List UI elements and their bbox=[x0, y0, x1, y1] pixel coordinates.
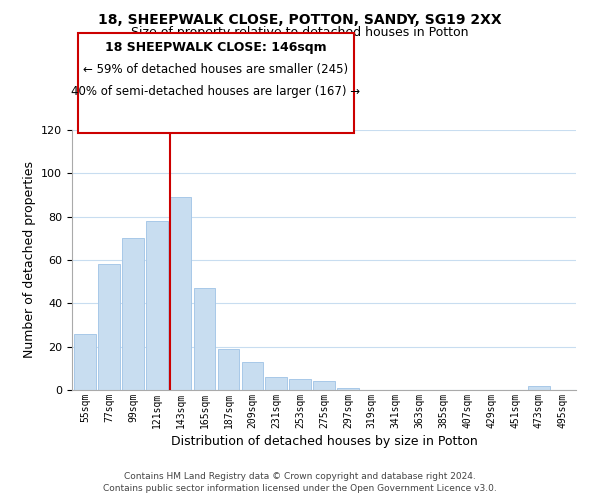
Bar bbox=[74, 334, 96, 390]
Text: 18 SHEEPWALK CLOSE: 146sqm: 18 SHEEPWALK CLOSE: 146sqm bbox=[105, 42, 327, 54]
Bar bbox=[337, 388, 359, 390]
Bar bbox=[242, 362, 263, 390]
Bar bbox=[218, 349, 239, 390]
Bar bbox=[146, 221, 167, 390]
Bar bbox=[265, 377, 287, 390]
Text: 18, SHEEPWALK CLOSE, POTTON, SANDY, SG19 2XX: 18, SHEEPWALK CLOSE, POTTON, SANDY, SG19… bbox=[98, 12, 502, 26]
Bar bbox=[170, 197, 191, 390]
Bar bbox=[289, 379, 311, 390]
Text: Contains HM Land Registry data © Crown copyright and database right 2024.: Contains HM Land Registry data © Crown c… bbox=[124, 472, 476, 481]
Bar bbox=[313, 382, 335, 390]
Text: Contains public sector information licensed under the Open Government Licence v3: Contains public sector information licen… bbox=[103, 484, 497, 493]
X-axis label: Distribution of detached houses by size in Potton: Distribution of detached houses by size … bbox=[170, 435, 478, 448]
Bar bbox=[122, 238, 143, 390]
Bar bbox=[194, 288, 215, 390]
Text: Size of property relative to detached houses in Potton: Size of property relative to detached ho… bbox=[131, 26, 469, 39]
Bar bbox=[528, 386, 550, 390]
Text: ← 59% of detached houses are smaller (245): ← 59% of detached houses are smaller (24… bbox=[83, 64, 349, 76]
Y-axis label: Number of detached properties: Number of detached properties bbox=[23, 162, 35, 358]
Bar bbox=[98, 264, 120, 390]
Text: 40% of semi-detached houses are larger (167) →: 40% of semi-detached houses are larger (… bbox=[71, 85, 361, 98]
